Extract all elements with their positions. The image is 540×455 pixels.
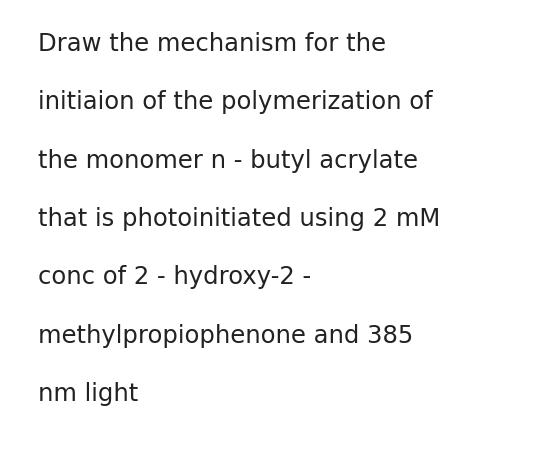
Text: initiaion of the polymerization of: initiaion of the polymerization of [38, 90, 433, 114]
Text: that is photoinitiated using 2 mM: that is photoinitiated using 2 mM [38, 207, 440, 231]
Text: methylpropiophenone and 385: methylpropiophenone and 385 [38, 323, 413, 347]
Text: conc of 2 - hydroxy-2 -: conc of 2 - hydroxy-2 - [38, 265, 311, 289]
Text: Draw the mechanism for the: Draw the mechanism for the [38, 32, 386, 56]
Text: the monomer n - butyl acrylate: the monomer n - butyl acrylate [38, 148, 418, 172]
Text: nm light: nm light [38, 381, 138, 405]
